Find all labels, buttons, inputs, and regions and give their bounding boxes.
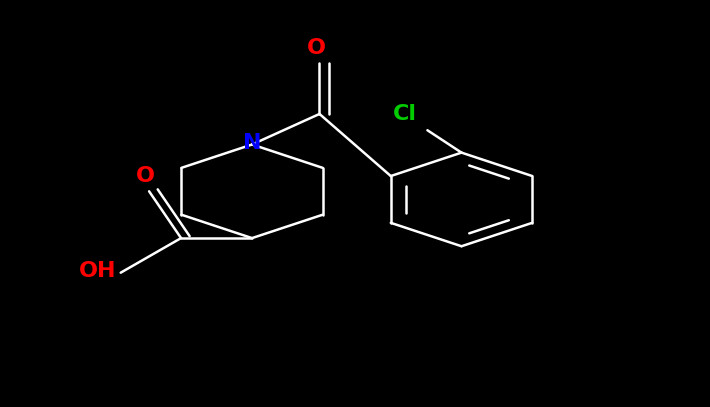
Text: O: O: [136, 166, 155, 186]
Text: OH: OH: [80, 260, 116, 281]
Text: O: O: [307, 37, 325, 58]
Text: N: N: [243, 133, 261, 153]
Text: Cl: Cl: [393, 104, 417, 124]
